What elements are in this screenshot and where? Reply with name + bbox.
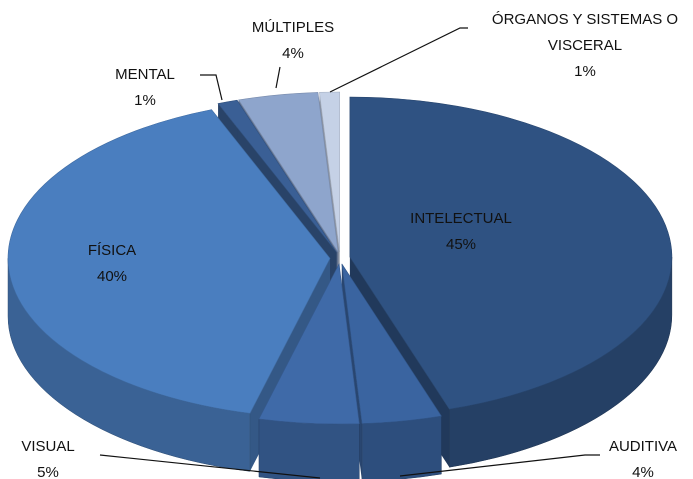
slice-value-label: 45% <box>445 236 477 253</box>
slice-value-label: 5% <box>37 464 59 479</box>
slice <box>7 109 331 414</box>
slice-label: VISUAL <box>21 438 75 455</box>
slice-label: ÓRGANOS Y SISTEMAS O VISCERAL <box>491 11 679 54</box>
slice-label: MENTAL <box>115 66 175 83</box>
slice-label: MÚLTIPLES <box>251 19 335 36</box>
slice <box>238 92 339 253</box>
slice <box>217 99 337 253</box>
slice-side <box>361 415 442 479</box>
slice-value-label: 1% <box>574 63 596 80</box>
slice-label: AUDITIVA <box>608 438 678 455</box>
slice-value-label: 4% <box>632 464 654 479</box>
slice <box>349 96 673 410</box>
slice <box>319 91 340 253</box>
slice <box>341 263 442 424</box>
slice-label: FÍSICA <box>87 242 137 259</box>
leader-line <box>200 74 223 101</box>
slice-value-label: 4% <box>282 45 304 62</box>
slice-value-label: 40% <box>96 268 128 285</box>
slice-label: INTELECTUAL <box>410 210 512 227</box>
leader-line <box>275 66 281 89</box>
leader-line <box>399 454 600 477</box>
slice <box>258 262 360 425</box>
leader-line <box>99 454 321 479</box>
slice-side <box>258 418 360 479</box>
slice-value-label: 1% <box>134 92 156 109</box>
leader-line <box>329 27 468 93</box>
